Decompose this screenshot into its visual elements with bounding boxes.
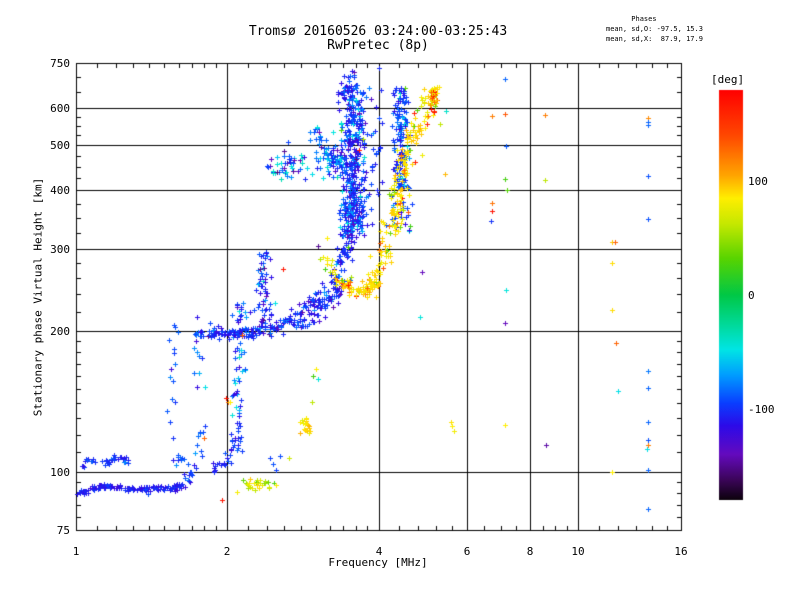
phase-stats-x-mode: mean, sd,X: 87.9, 17.9 (606, 35, 703, 43)
x-tick-label: 10 (571, 545, 585, 558)
colorbar-tick-label: -100 (748, 403, 775, 416)
y-tick-label: 750 (50, 57, 70, 70)
y-tick-label: 100 (50, 466, 70, 479)
colorbar-tick-label: 100 (748, 175, 768, 188)
phase-stats-o-mode: mean, sd,O: -97.5, 15.3 (606, 25, 703, 33)
y-tick-label: 200 (50, 325, 70, 338)
x-axis-label: Frequency [MHz] (328, 556, 428, 569)
x-tick-label: 8 (526, 545, 534, 558)
y-tick-label: 75 (56, 524, 70, 537)
x-tick-label: 6 (463, 545, 471, 558)
y-tick-label: 600 (50, 102, 70, 115)
x-tick-label: 16 (674, 545, 688, 558)
x-tick-label: 1 (72, 545, 80, 558)
plot-subtitle: RwPretec (8p) (327, 38, 429, 53)
x-tick-label: 2 (223, 545, 231, 558)
y-tick-label: 500 (50, 139, 70, 152)
phase-stats-heading: Phases (606, 15, 657, 23)
x-tick-label: 4 (375, 545, 383, 558)
colorbar-tick-label: 0 (748, 289, 755, 302)
y-tick-label: 300 (50, 243, 70, 256)
y-axis-label: Stationary phase Virtual Height [km] (31, 177, 45, 417)
colorbar-unit-label: [deg] (711, 73, 745, 86)
y-tick-label: 400 (50, 184, 70, 197)
plot-title: Tromsø 20160526 03:24:00-03:25:43 (248, 24, 508, 39)
